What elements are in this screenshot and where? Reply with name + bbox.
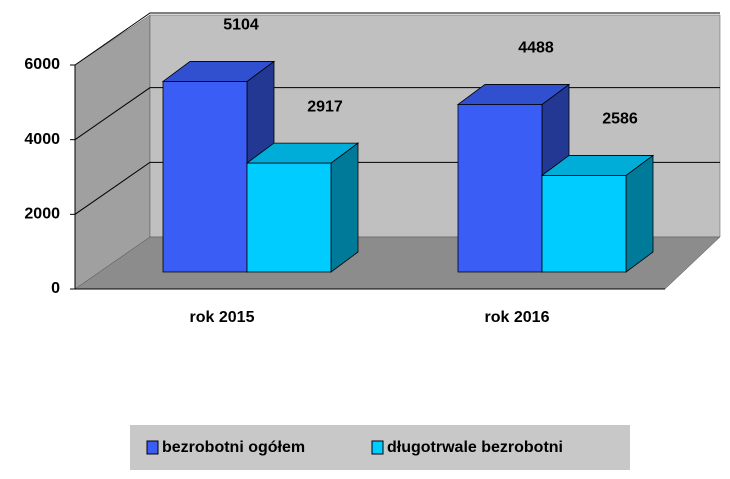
x-tick-label: rok 2015	[190, 309, 255, 326]
legend-label: długotrwale bezrobotni	[387, 439, 563, 456]
data-label: 4488	[518, 40, 554, 57]
data-label: 2586	[602, 111, 638, 128]
legend-swatch	[371, 440, 384, 455]
bar-face	[162, 81, 248, 273]
y-tick-label: 6000	[24, 56, 60, 73]
bar-face	[246, 162, 332, 273]
legend-label: bezrobotni ogółem	[162, 439, 305, 456]
grid-line	[74, 12, 720, 66]
data-label: 2917	[307, 98, 343, 115]
bar	[245, 142, 360, 273]
y-tick-label: 4000	[24, 131, 60, 148]
bar-face	[541, 175, 627, 273]
data-label: 5104	[223, 17, 259, 34]
y-tick-label: 2000	[24, 206, 60, 223]
bar-face	[457, 104, 543, 273]
bar	[540, 154, 655, 273]
legend-swatch	[146, 440, 159, 455]
x-tick-label: rok 2016	[485, 309, 550, 326]
bar-face	[330, 142, 359, 273]
y-tick-label: 0	[51, 280, 60, 297]
